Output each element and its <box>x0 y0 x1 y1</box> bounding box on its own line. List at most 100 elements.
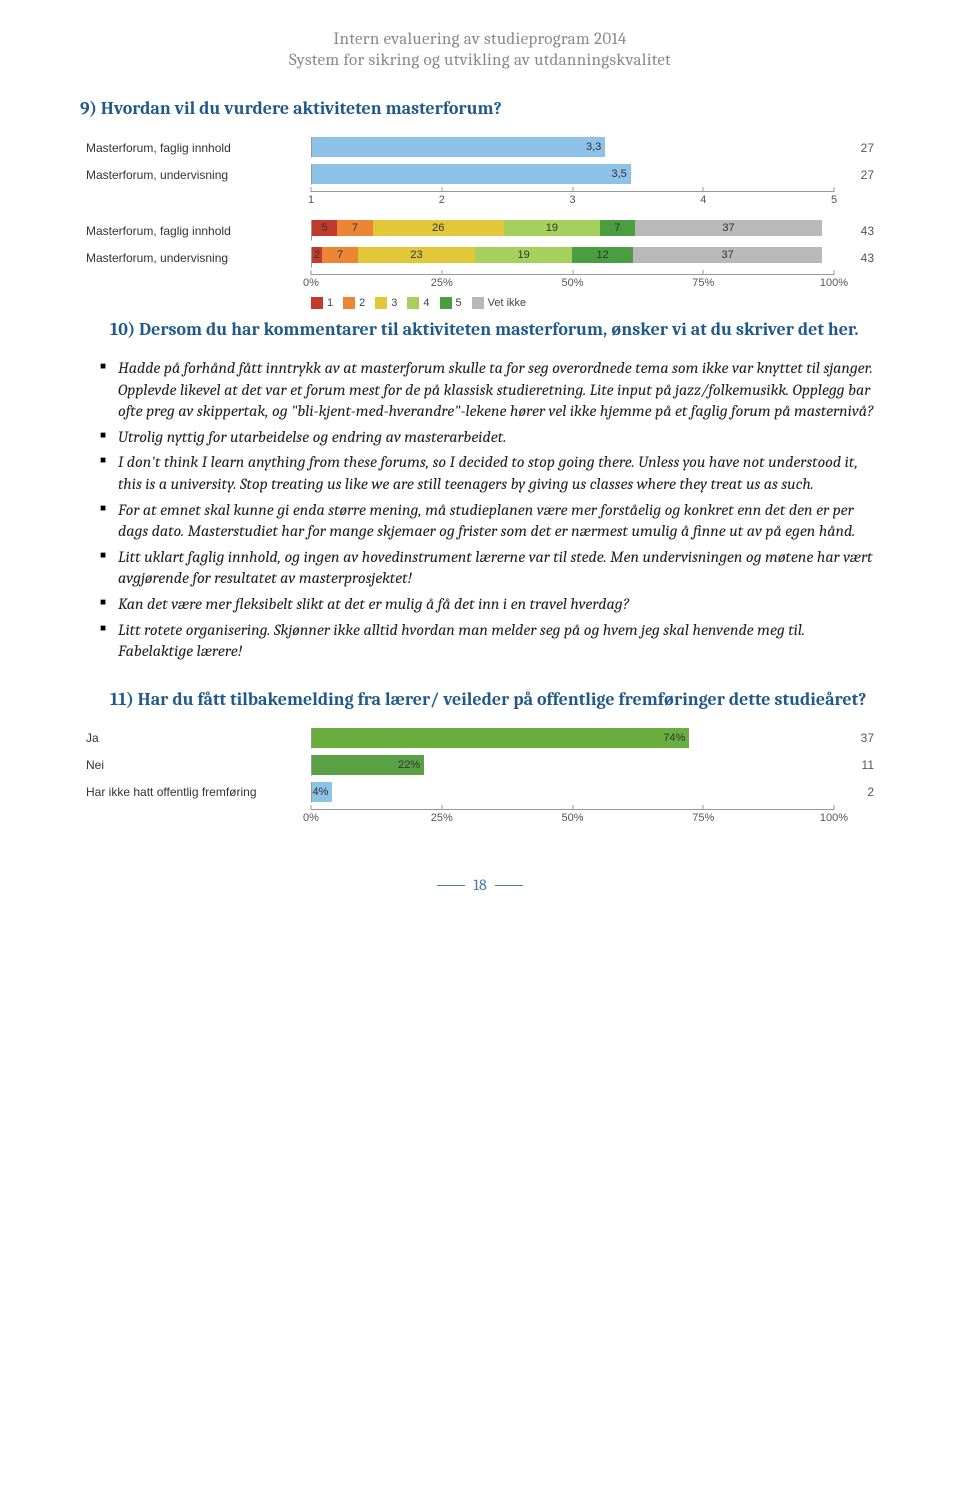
q9-avg-axis: 1 2 3 4 5 <box>86 191 874 208</box>
chart-n: 37 <box>822 731 874 745</box>
chart-bar-area: 3,3 <box>311 137 822 158</box>
legend-label: 3 <box>391 297 397 309</box>
q9-stacked-axis: 0% 25% 50% 75% 100% <box>86 274 874 291</box>
axis-tick: 2 <box>439 194 445 206</box>
chart-row-label: Masterforum, faglig innhold <box>86 141 311 155</box>
stacked-segment: 19 <box>504 220 600 236</box>
axis-tick: 1 <box>308 194 314 206</box>
legend-item: Vet ikke <box>472 297 527 309</box>
axis-tick: 25% <box>431 812 453 824</box>
chart-bar-area: 4% <box>311 782 822 803</box>
comment-item: Hadde på forhånd fått inntrykk av at mas… <box>100 358 880 423</box>
q9-heading: 9) Hvordan vil du vurdere aktiviteten ma… <box>80 98 880 119</box>
chart-n: 43 <box>822 224 874 238</box>
legend-swatch <box>311 297 323 309</box>
comment-item: Litt rotete organisering. Skjønner ikke … <box>100 620 880 663</box>
chart-bar-area: 22% <box>311 755 822 776</box>
stacked-segment: 26 <box>373 220 504 236</box>
chart-row-label: Masterforum, undervisning <box>86 251 311 265</box>
axis-tick: 3 <box>569 194 575 206</box>
chart-bar: 4% <box>312 782 332 802</box>
header-line-2: System for sikring og utvikling av utdan… <box>80 51 880 70</box>
q11-bar-chart: Ja74% 37 Nei22% 11 Har ikke hatt offentlig f… <box>80 728 880 826</box>
axis-tick: 100% <box>820 812 848 824</box>
chart-bar-area: 3,5 <box>311 164 822 185</box>
chart-row-label: Masterforum, undervisning <box>86 168 311 182</box>
chart-bar-area: 74% <box>311 728 822 749</box>
comment-item: Kan det være mer fleksibelt slikt at det… <box>100 594 880 616</box>
stacked-segment: 37 <box>633 247 822 263</box>
legend-swatch <box>343 297 355 309</box>
legend-item: 5 <box>440 297 462 309</box>
chart-bar: 22% <box>312 755 424 775</box>
comment-item: For at emnet skal kunne gi enda større m… <box>100 500 880 543</box>
page-header: Intern evaluering av studieprogram 2014 … <box>80 30 880 70</box>
axis-tick: 50% <box>561 277 583 289</box>
chart-row: Nei22% 11 <box>86 755 874 776</box>
stacked-segment: 7 <box>322 247 358 263</box>
chart-row-label: Masterforum, faglig innhold <box>86 224 311 238</box>
legend-label: 2 <box>359 297 365 309</box>
stacked-segment: 23 <box>358 247 475 263</box>
legend-item: 2 <box>343 297 365 309</box>
stacked-segment: 12 <box>572 247 633 263</box>
axis-tick: 25% <box>431 277 453 289</box>
chart-n: 2 <box>822 785 874 799</box>
legend-item: 4 <box>407 297 429 309</box>
chart-bar: 74% <box>312 728 689 748</box>
header-line-1: Intern evaluering av studieprogram 2014 <box>80 30 880 49</box>
legend-label: 5 <box>456 297 462 309</box>
legend-swatch <box>440 297 452 309</box>
page-number: 18 <box>80 876 880 894</box>
comment-item: I don't think I learn anything from thes… <box>100 452 880 495</box>
chart-row: Masterforum, faglig innhold3,3 27 <box>86 137 874 158</box>
chart-row: Masterforum, faglig innhold57261973743 <box>86 220 874 241</box>
legend-swatch <box>407 297 419 309</box>
chart-row: Masterforum, undervisning272319123743 <box>86 247 874 268</box>
chart-row-label: Har ikke hatt offentlig fremføring <box>86 785 311 799</box>
q9-avg-chart: Masterforum, faglig innhold3,327Masterfo… <box>80 137 880 208</box>
q11-axis: 0% 25% 50% 75% 100% <box>86 809 874 826</box>
legend-label: Vet ikke <box>488 297 527 309</box>
chart-row-label: Ja <box>86 731 311 745</box>
chart-bar-area: 572619737 <box>311 220 822 241</box>
chart-row: Ja74% 37 <box>86 728 874 749</box>
stacked-segment: 5 <box>312 220 337 236</box>
axis-tick: 75% <box>692 277 714 289</box>
legend-label: 1 <box>327 297 333 309</box>
legend-item: 3 <box>375 297 397 309</box>
axis-tick: 0% <box>303 277 319 289</box>
axis-tick: 50% <box>561 812 583 824</box>
axis-tick: 0% <box>303 812 319 824</box>
stacked-segment: 7 <box>337 220 372 236</box>
q11-heading: 11) Har du fått tilbakemelding fra lærer… <box>80 689 880 710</box>
axis-tick: 4 <box>700 194 706 206</box>
stacked-segment: 2 <box>312 247 322 263</box>
q10-heading: 10) Dersom du har kommentarer til aktivi… <box>80 319 880 340</box>
q10-comments: Hadde på forhånd fått inntrykk av at mas… <box>80 358 880 663</box>
legend-swatch <box>375 297 387 309</box>
q9-legend: 1 2 3 4 5 Vet ikke <box>86 297 874 309</box>
comment-item: Litt uklart faglig innhold, og ingen av … <box>100 547 880 590</box>
stacked-segment: 19 <box>475 247 572 263</box>
comment-item: Utrolig nyttig for utarbeidelse og endri… <box>100 427 880 449</box>
chart-row: Har ikke hatt offentlig fremføring4% 2 <box>86 782 874 803</box>
axis-tick: 75% <box>692 812 714 824</box>
stacked-segment: 37 <box>635 220 822 236</box>
chart-n: 43 <box>822 251 874 265</box>
axis-tick: 100% <box>820 277 848 289</box>
legend-swatch <box>472 297 484 309</box>
chart-row: Masterforum, undervisning3,5 27 <box>86 164 874 185</box>
q9-stacked-chart: Masterforum, faglig innhold57261973743Ma… <box>80 220 880 309</box>
chart-bar: 3,3 <box>312 137 605 157</box>
chart-n: 27 <box>822 141 874 155</box>
chart-bar: 3,5 <box>312 164 631 184</box>
legend-label: 4 <box>423 297 429 309</box>
axis-tick: 5 <box>831 194 837 206</box>
chart-n: 11 <box>822 758 874 772</box>
chart-bar-area: 2723191237 <box>311 247 822 268</box>
chart-n: 27 <box>822 168 874 182</box>
stacked-segment: 7 <box>600 220 635 236</box>
legend-item: 1 <box>311 297 333 309</box>
chart-row-label: Nei <box>86 758 311 772</box>
